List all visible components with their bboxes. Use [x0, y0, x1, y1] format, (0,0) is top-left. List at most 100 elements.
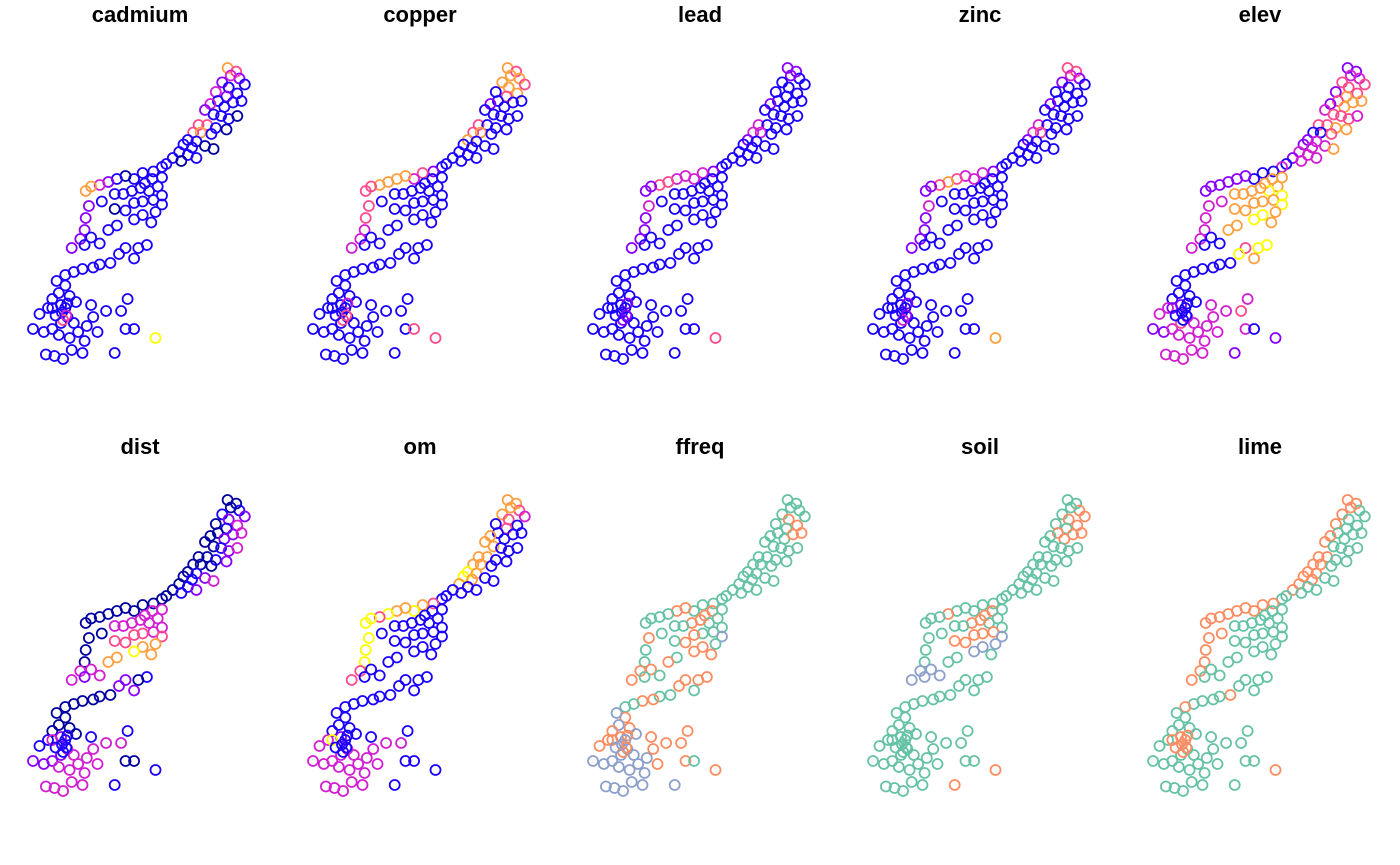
- data-point: [653, 611, 666, 623]
- data-point: [231, 542, 244, 554]
- data-point: [623, 764, 636, 776]
- panel-title: lime: [1237, 434, 1283, 459]
- data-point: [919, 212, 932, 224]
- data-point: [948, 635, 961, 647]
- data-point: [1213, 669, 1226, 682]
- data-point: [384, 689, 397, 701]
- data-point: [1239, 636, 1252, 649]
- data-point: [145, 216, 158, 229]
- data-point: [795, 527, 808, 539]
- data-point: [149, 638, 162, 650]
- data-point: [156, 198, 168, 211]
- data-point: [767, 143, 780, 155]
- data-point: [393, 248, 405, 260]
- data-point: [1055, 110, 1068, 122]
- data-point: [709, 206, 722, 218]
- data-point: [93, 179, 106, 191]
- data-point: [639, 212, 652, 224]
- data-point: [1248, 629, 1261, 641]
- data-point: [104, 689, 117, 701]
- data-point: [27, 323, 39, 335]
- data-point: [518, 510, 531, 523]
- data-point: [358, 335, 371, 347]
- data-point: [1075, 95, 1088, 107]
- data-point: [1187, 317, 1200, 329]
- data-point: [436, 630, 448, 643]
- data-point: [343, 722, 356, 734]
- data-point: [1183, 764, 1196, 776]
- data-point: [408, 252, 421, 265]
- scatter-plot: [1147, 494, 1371, 797]
- data-point: [1215, 195, 1228, 208]
- data-point: [1325, 560, 1338, 572]
- data-point: [1233, 248, 1245, 260]
- data-point: [65, 344, 78, 356]
- data-point: [767, 540, 780, 553]
- panel-lime: lime: [1120, 432, 1400, 864]
- data-point: [211, 527, 224, 539]
- scatter-plot: [587, 62, 811, 365]
- data-point: [1166, 323, 1179, 335]
- data-point: [63, 332, 76, 344]
- data-point: [215, 110, 228, 122]
- data-point: [1228, 779, 1241, 791]
- data-point: [968, 252, 981, 265]
- data-point: [358, 767, 371, 779]
- data-point: [408, 197, 421, 209]
- data-point: [136, 627, 149, 640]
- data-point: [359, 617, 372, 629]
- data-point: [886, 734, 899, 746]
- data-point: [326, 734, 339, 746]
- data-point: [688, 252, 701, 265]
- data-point: [108, 188, 121, 200]
- panel-title: lead: [677, 2, 723, 27]
- data-point: [72, 758, 85, 770]
- data-point: [85, 299, 97, 311]
- data-point: [436, 198, 448, 211]
- data-point: [886, 323, 899, 335]
- data-point: [918, 671, 931, 683]
- data-point: [33, 740, 46, 752]
- data-point: [95, 627, 108, 640]
- data-point: [149, 332, 162, 344]
- data-point: [1213, 237, 1226, 250]
- data-point: [108, 635, 121, 647]
- panel-elev: elev: [1120, 0, 1400, 432]
- data-point: [343, 290, 356, 302]
- data-point: [1220, 305, 1232, 317]
- data-point: [65, 242, 78, 254]
- data-point: [108, 203, 121, 215]
- data-point: [491, 95, 504, 107]
- data-point: [968, 755, 981, 767]
- data-point: [504, 501, 517, 514]
- data-point: [1200, 320, 1213, 332]
- data-point: [79, 212, 92, 224]
- data-point: [1203, 200, 1215, 212]
- data-point: [408, 755, 421, 767]
- data-point: [959, 674, 972, 686]
- data-point: [639, 644, 652, 656]
- data-point: [780, 123, 793, 136]
- data-point: [959, 242, 972, 254]
- data-point: [401, 293, 414, 305]
- data-point: [382, 656, 395, 668]
- data-point: [1344, 501, 1357, 514]
- data-point: [313, 308, 326, 320]
- data-point: [128, 755, 141, 767]
- data-point: [933, 179, 946, 191]
- data-point: [80, 320, 93, 332]
- data-point: [397, 620, 410, 632]
- data-point: [985, 216, 998, 229]
- data-point: [380, 305, 392, 317]
- data-point: [948, 779, 961, 791]
- data-point: [487, 540, 500, 553]
- data-point: [1228, 203, 1241, 215]
- data-point: [630, 296, 642, 308]
- data-point: [1336, 76, 1349, 89]
- data-point: [91, 326, 104, 338]
- data-point: [688, 323, 701, 335]
- data-point: [791, 542, 804, 554]
- data-point: [903, 722, 916, 734]
- data-point: [927, 311, 940, 323]
